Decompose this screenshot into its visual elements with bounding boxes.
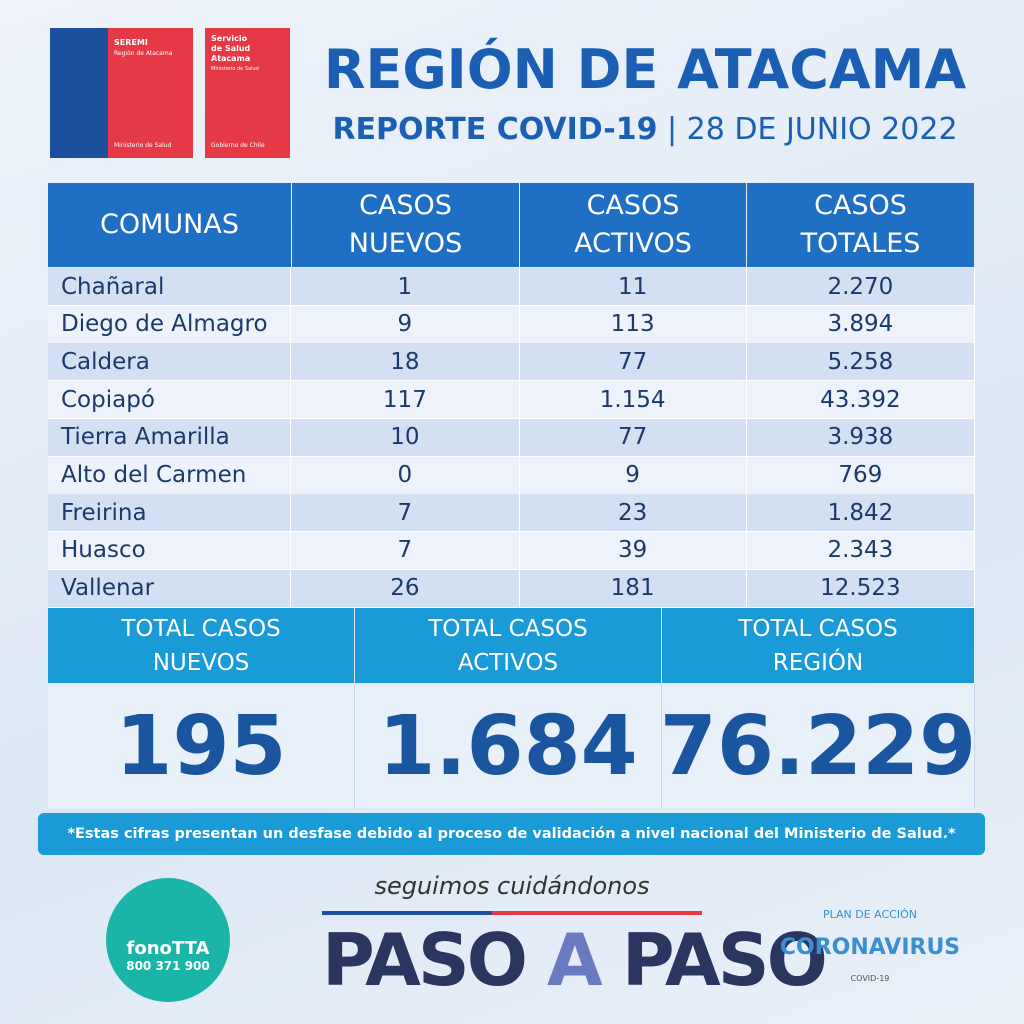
logo-text: Ministerio de Salud: [114, 142, 172, 149]
servicio-logo: Servicio de Salud Atacama Ministerio de Sa…: [205, 28, 290, 158]
table-cell: 117: [291, 381, 520, 419]
total-label: TOTAL CASOS: [121, 615, 281, 642]
table-cell: 3.894: [747, 305, 975, 343]
table-cell: 11: [520, 268, 747, 305]
table-cell: Freirina: [48, 494, 292, 532]
total-value: 1.684: [355, 684, 662, 808]
seremi-logo: SEREMI Región de Atacama Ministerio de S…: [50, 28, 193, 158]
table-row: Tierra Amarilla 10 77 3.938: [48, 418, 975, 457]
table-row: Vallenar 26 181 12.523: [48, 569, 975, 608]
table-cell: 43.392: [747, 381, 975, 419]
table-cell: 2.343: [747, 531, 975, 569]
title: REGIÓN DE ATACAMA: [323, 38, 967, 101]
fono-logo: fonoTTA 800 371 900: [106, 878, 230, 1002]
column-header-text: CASOS: [359, 190, 452, 221]
table-cell: 18: [291, 343, 520, 381]
logo-text: SEREMI: [114, 38, 148, 47]
table-cell: Diego de Almagro: [48, 305, 292, 343]
fono-name: fonoTTA: [126, 937, 210, 959]
table-cell: 769: [747, 456, 975, 494]
total-label: ACTIVOS: [457, 649, 559, 676]
campaign-word: A: [547, 918, 603, 1002]
campaign-word: PASO: [621, 918, 828, 1002]
date: 28 DE JUNIO 2022: [686, 112, 958, 147]
column-header: CASOS ACTIVOS: [520, 183, 746, 267]
total-header: TOTAL CASOS NUEVOS: [48, 608, 354, 683]
logo-text: Atacama: [211, 54, 251, 63]
note: *Estas cifras presentan un desfase debid…: [38, 813, 985, 855]
total-value: 195: [48, 684, 355, 808]
column-header-text: CASOS: [586, 190, 680, 221]
column-header-text: TOTALES: [800, 228, 921, 259]
total-label: REGIÓN: [772, 649, 864, 676]
table-row: Huasco 7 39 2.343: [48, 531, 975, 570]
table-row: Freirina 7 23 1.842: [48, 494, 975, 533]
plan-bottom: COVID-19: [850, 973, 890, 983]
table-cell: 77: [520, 343, 747, 381]
logo-text: Servicio: [211, 34, 248, 43]
table-cell: 113: [520, 305, 747, 343]
total-value: 76.229: [660, 684, 976, 808]
plan-main: CORONAVIRUS: [779, 934, 961, 960]
table-cell: 0: [291, 456, 520, 494]
campaign: PASO A PASO: [322, 918, 828, 1002]
subtitle: REPORTE COVID-19 | 28 DE JUNIO 2022: [332, 112, 958, 147]
table-cell: 5.258: [747, 343, 975, 381]
table-cell: 9: [520, 456, 747, 494]
total-header: TOTAL CASOS ACTIVOS: [355, 608, 661, 683]
table-cell: 1: [291, 268, 520, 305]
logo-text: Región de Atacama: [114, 50, 173, 57]
table-row: Copiapó 117 1.154 43.392: [48, 381, 975, 420]
table-cell: 3.938: [747, 418, 975, 456]
table-cell: 1.154: [520, 381, 747, 419]
table-cell: Chañaral: [48, 268, 292, 305]
fono-phone: 800 371 900: [126, 958, 210, 973]
table-cell: 181: [520, 569, 747, 607]
total-label: TOTAL CASOS: [428, 615, 588, 642]
column-header-text: CASOS: [814, 190, 907, 221]
slogan: seguimos cuidándonos: [374, 872, 650, 900]
table-cell: 77: [520, 418, 747, 456]
table-cell: Alto del Carmen: [48, 456, 292, 494]
total-header: TOTAL CASOS REGIÓN: [662, 608, 974, 683]
table-cell: 26: [291, 569, 520, 607]
table-cell: 7: [291, 531, 520, 569]
table-cell: Caldera: [48, 343, 292, 381]
table-row: Diego de Almagro 9 113 3.894: [48, 305, 975, 344]
campaign-word: PASO: [322, 918, 528, 1002]
logo-text: Ministerio de Salud: [211, 66, 259, 72]
table-row: Chañaral 1 11 2.270: [48, 268, 975, 306]
table-cell: Copiapó: [48, 381, 292, 419]
logo-text: Gobierno de Chile: [211, 142, 265, 149]
table-cell: 2.270: [747, 268, 975, 305]
subtitle-text: REPORTE COVID-19: [332, 112, 658, 147]
table-cell: 9: [291, 305, 520, 343]
column-header-text: COMUNAS: [100, 209, 239, 240]
table-cell: Tierra Amarilla: [48, 418, 292, 456]
total-label: TOTAL CASOS: [738, 615, 898, 642]
table-cell: 39: [520, 531, 747, 569]
table-cell: 7: [291, 494, 520, 532]
plan-logo: PLAN DE ACCIÓN CORONAVIRUS COVID-19: [780, 880, 960, 1010]
table-cell: 1.842: [747, 494, 975, 532]
logo-text: de Salud: [211, 44, 251, 53]
table-row: Caldera 18 77 5.258: [48, 343, 975, 382]
table-cell: 10: [291, 418, 520, 456]
column-header: CASOS NUEVOS: [292, 183, 519, 267]
column-header-text: NUEVOS: [348, 228, 463, 259]
table-cell: 23: [520, 494, 747, 532]
table-cell: 12.523: [747, 569, 975, 607]
plan-top: PLAN DE ACCIÓN: [822, 907, 917, 921]
table-cell: Vallenar: [48, 569, 292, 607]
table-cell: Huasco: [48, 531, 292, 569]
total-label: NUEVOS: [152, 649, 250, 676]
column-header-text: ACTIVOS: [574, 228, 692, 259]
column-header: CASOS TOTALES: [747, 183, 974, 267]
table-row: Alto del Carmen 0 9 769: [48, 456, 975, 495]
column-header: COMUNAS: [48, 183, 291, 267]
